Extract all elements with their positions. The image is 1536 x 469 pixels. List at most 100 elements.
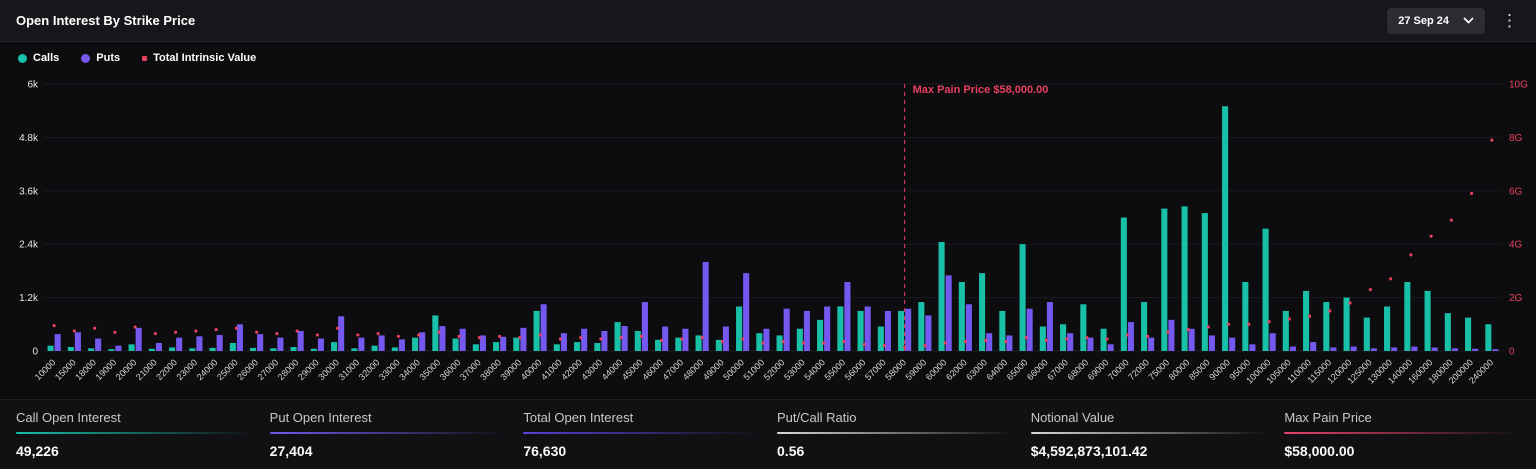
svg-text:10G: 10G [1509,80,1528,91]
svg-text:72000: 72000 [1126,357,1151,382]
intrinsic-marker-icon [142,55,148,61]
svg-text:20000: 20000 [114,357,139,382]
chart-legend: Calls Puts Total Intrinsic Value [0,42,1536,74]
svg-text:19000: 19000 [94,357,119,382]
svg-text:44000: 44000 [600,357,625,382]
stat-value: 49,226 [16,443,59,459]
stat-value: $58,000.00 [1284,443,1355,459]
stat-label: Total Open Interest [523,410,634,425]
stat-label: Notional Value [1030,410,1115,425]
svg-text:59000: 59000 [904,357,929,382]
svg-text:1.2k: 1.2k [19,293,39,304]
open-interest-by-strike-chart: 0 0 1.2k 2G 2.4k 4G 3.6k 6G 4.8k 8G 6k 10G 100001500… [19,80,1528,386]
svg-text:Max Pain Price $58,000.00: Max Pain Price $58,000.00 [913,84,1049,96]
svg-text:28000: 28000 [276,357,301,382]
stat-label: Max Pain Price [1284,410,1372,425]
svg-text:46000: 46000 [640,357,665,382]
svg-text:63000: 63000 [964,357,989,382]
svg-text:6G: 6G [1509,186,1523,197]
svg-text:45000: 45000 [620,357,645,382]
svg-text:66000: 66000 [1025,357,1050,382]
header: Open Interest By Strike Price 27 Sep 24 … [0,0,1536,42]
svg-text:2G: 2G [1509,293,1523,304]
stat-underline [269,432,506,434]
svg-text:40000: 40000 [519,357,544,382]
svg-text:58000: 58000 [883,357,908,382]
svg-text:67000: 67000 [1045,357,1070,382]
svg-text:85000: 85000 [1187,357,1212,382]
svg-text:33000: 33000 [377,357,402,382]
stat-label: Put Open Interest [269,410,372,425]
svg-text:31000: 31000 [337,357,362,382]
stat-value: 27,404 [269,443,313,459]
chart-area: 0 0 1.2k 2G 2.4k 4G 3.6k 6G 4.8k 8G 6k 10G 10000 1500… [0,74,1536,399]
svg-text:39000: 39000 [499,357,524,382]
svg-text:53000: 53000 [782,357,807,382]
svg-text:32000: 32000 [357,357,382,382]
svg-text:60000: 60000 [924,357,949,382]
expiry-date-dropdown[interactable]: 27 Sep 24 [1387,7,1485,34]
svg-text:30000: 30000 [316,357,341,382]
header-controls: 27 Sep 24 ⋮ [1387,7,1522,34]
svg-text:42000: 42000 [559,357,584,382]
svg-text:27000: 27000 [256,357,281,382]
stat-total-open-interest: Total Open Interest 76,630 [523,410,760,469]
legend-item-puts[interactable]: Puts [81,52,120,64]
svg-text:3.6k: 3.6k [19,186,39,197]
svg-text:29000: 29000 [296,357,321,382]
svg-text:43000: 43000 [580,357,605,382]
expiry-date-label: 27 Sep 24 [1398,14,1449,27]
svg-text:26000: 26000 [235,357,260,382]
svg-text:24000: 24000 [195,357,220,382]
legend-puts-label: Puts [96,52,121,64]
calls-marker-icon [18,53,27,63]
svg-text:47000: 47000 [661,357,686,382]
svg-text:6k: 6k [27,80,39,91]
stat-value: 0.56 [777,443,805,459]
svg-text:56000: 56000 [843,357,868,382]
stat-max-pain-price: Max Pain Price $58,000.00 [1284,410,1521,469]
stat-call-open-interest: Call Open Interest 49,226 [16,410,252,469]
stat-underline [16,432,252,434]
svg-text:41000: 41000 [539,357,564,382]
svg-text:22000: 22000 [154,357,179,382]
legend-item-calls[interactable]: Calls [18,52,59,64]
svg-text:38000: 38000 [478,357,503,382]
svg-text:68000: 68000 [1066,357,1091,382]
stat-label: Put/Call Ratio [777,410,857,425]
svg-text:50000: 50000 [721,357,746,382]
svg-text:49000: 49000 [701,357,726,382]
puts-marker-icon [81,53,91,63]
svg-text:65000: 65000 [1005,357,1030,382]
legend-calls-label: Calls [33,52,60,64]
svg-text:70000: 70000 [1106,357,1131,382]
svg-text:15000: 15000 [53,357,78,382]
svg-text:62000: 62000 [944,357,969,382]
legend-item-intrinsic[interactable]: Total Intrinsic Value [142,52,256,64]
svg-text:2.4k: 2.4k [19,240,39,251]
svg-text:75000: 75000 [1147,357,1172,382]
svg-text:10000: 10000 [33,357,58,382]
kebab-menu-icon[interactable]: ⋮ [1501,11,1518,30]
page-title: Open Interest By Strike Price [16,13,196,28]
svg-text:37000: 37000 [458,357,483,382]
chevron-down-icon [1463,17,1474,24]
svg-text:57000: 57000 [863,357,888,382]
svg-text:48000: 48000 [681,357,706,382]
stat-label: Call Open Interest [16,410,121,425]
svg-text:51000: 51000 [742,357,767,382]
svg-text:55000: 55000 [823,357,848,382]
stat-put-call-ratio: Put/Call Ratio 0.56 [777,410,1013,469]
svg-text:64000: 64000 [985,357,1010,382]
stats-bar: Call Open Interest 49,226 Put Open Inter… [0,399,1536,469]
stat-underline [523,432,760,434]
stat-underline [1284,432,1521,434]
svg-text:69000: 69000 [1086,357,1111,382]
svg-text:18000: 18000 [73,357,98,382]
legend-intrinsic-label: Total Intrinsic Value [153,52,257,64]
svg-text:0: 0 [32,347,38,358]
stat-notional-value: Notional Value $4,592,873,101.42 [1030,410,1267,469]
svg-text:52000: 52000 [762,357,787,382]
svg-text:34000: 34000 [397,357,422,382]
stat-underline [777,432,1013,434]
